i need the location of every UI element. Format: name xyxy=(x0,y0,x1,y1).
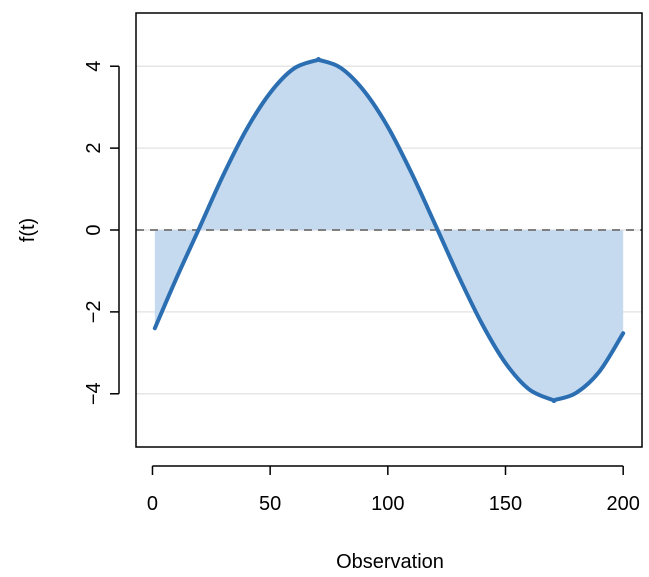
y-tick-label-neg2: −2 xyxy=(83,300,105,323)
series-line-layer xyxy=(152,57,626,404)
y-tick-label-4: 4 xyxy=(83,61,105,72)
x-tick-label-0: 0 xyxy=(147,493,158,515)
x-tick-label-100: 100 xyxy=(371,493,404,515)
x-axis-title: Observation xyxy=(336,551,444,573)
x-tick-label-150: 150 xyxy=(489,493,522,515)
area-fill-layer xyxy=(154,59,624,402)
x-tick-label-200: 200 xyxy=(606,493,639,515)
area-fill-series-0 xyxy=(154,59,624,402)
y-tick-label-0: 0 xyxy=(83,224,105,235)
x-tick-label-50: 50 xyxy=(259,493,281,515)
y-tick-label-neg4: −4 xyxy=(83,382,105,405)
series-line-0 xyxy=(152,57,626,404)
y-axis-title: f(t) xyxy=(17,218,39,242)
y-tick-label-2: 2 xyxy=(83,143,105,154)
plot-frame xyxy=(135,12,643,448)
axes: 0 50 100 150 200 −4 −2 0 2 4 xyxy=(83,12,643,515)
